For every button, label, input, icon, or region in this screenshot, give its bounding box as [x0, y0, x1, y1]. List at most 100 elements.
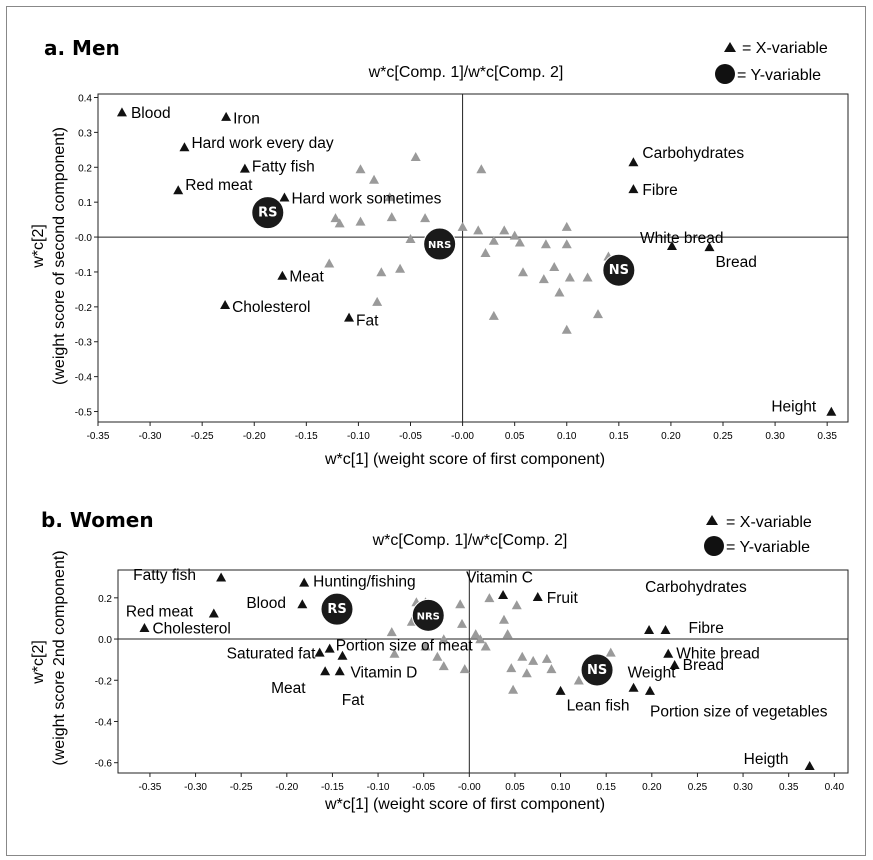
- y-tick-label-men: 0.1: [78, 198, 92, 209]
- x-variable-point-unlabeled: [476, 164, 487, 174]
- x-variable-point: [337, 650, 348, 660]
- x-tick-label-men: -0.30: [139, 431, 162, 442]
- x-variable-point-unlabeled: [420, 213, 431, 223]
- y-tick-label-men: -0.0: [75, 233, 93, 244]
- x-variable-label: Blood: [131, 105, 171, 122]
- x-variable-point: [221, 111, 232, 121]
- x-variable-label: Meat: [289, 268, 324, 285]
- x-variable-point: [297, 599, 308, 609]
- x-variable-point-unlabeled: [573, 675, 584, 685]
- x-variable-point-unlabeled: [561, 221, 572, 231]
- x-variable-point: [314, 647, 325, 657]
- x-variable-label: Fatty fish: [133, 567, 196, 584]
- x-variable-label: Portion size of vegetables: [650, 704, 828, 721]
- x-variable-label: Fatty fish: [252, 158, 315, 175]
- x-tick-label-men: 0.35: [817, 431, 837, 442]
- x-variable-point-unlabeled: [455, 599, 466, 609]
- x-variable-point: [216, 572, 227, 582]
- x-variable-point-unlabeled: [498, 614, 509, 624]
- x-variable-point-unlabeled: [334, 218, 345, 228]
- panel-title-men: a. Men: [44, 36, 120, 60]
- y-variable-label: RS: [327, 602, 346, 617]
- x-variable-point-unlabeled: [528, 655, 539, 665]
- plot-title-women: w*c[Comp. 1]/w*c[Comp. 2]: [372, 532, 568, 549]
- x-variable-point: [804, 761, 815, 771]
- y-tick-label-men: -0.3: [75, 338, 93, 349]
- x-variable-point-unlabeled: [386, 627, 397, 637]
- y-variable-point: [251, 196, 285, 230]
- x-variable-point-unlabeled: [521, 668, 532, 678]
- legend-x-marker-women: [706, 515, 718, 525]
- x-variable-point-unlabeled: [384, 192, 395, 202]
- x-variable-point-unlabeled: [457, 221, 468, 231]
- x-variable-point: [660, 625, 671, 635]
- x-axis-label-women: w*c[1] (weight score of first component): [324, 796, 605, 813]
- x-tick-label-women: 0.05: [505, 782, 525, 793]
- x-variable-label: Saturated fat: [227, 645, 316, 662]
- legend-y-label-women: = Y-variable: [726, 539, 810, 556]
- x-variable-label: Bread: [683, 657, 724, 674]
- x-variable-label: Portion size of meat: [336, 637, 474, 654]
- x-variable-point-unlabeled: [355, 216, 366, 226]
- x-variable-point: [277, 270, 288, 280]
- x-variable-point-unlabeled: [405, 234, 416, 244]
- y-axis-label-women: w*c[2]: [30, 640, 47, 685]
- x-variable-point: [644, 685, 655, 695]
- x-variable-point: [628, 184, 639, 194]
- x-variable-label: White bread: [676, 645, 760, 662]
- x-tick-label-women: -0.35: [139, 782, 162, 793]
- x-variable-point-unlabeled: [355, 164, 366, 174]
- y-tick-label-women: -0.6: [95, 759, 113, 770]
- x-variable-point-unlabeled: [376, 267, 387, 277]
- x-variable-point: [704, 242, 715, 252]
- y-variable-point: [602, 253, 636, 287]
- plot-frame-men: [97, 93, 849, 423]
- x-variable-point-unlabeled: [330, 213, 341, 223]
- x-variable-label: Red meat: [185, 177, 253, 194]
- x-tick-label-men: 0.10: [557, 431, 577, 442]
- x-variable-label: Carbohydrates: [642, 145, 744, 162]
- y-tick-label-women: 0.0: [98, 635, 112, 646]
- x-variable-point-unlabeled: [605, 647, 616, 657]
- x-variable-point-unlabeled: [546, 664, 557, 674]
- x-tick-label-women: 0.35: [779, 782, 799, 793]
- x-variable-point: [220, 300, 231, 310]
- x-tick-label-men: -0.10: [347, 431, 370, 442]
- y-tick-label-women: -0.4: [95, 717, 113, 728]
- y-variable-point: [411, 598, 445, 632]
- x-variable-point-unlabeled: [484, 593, 495, 603]
- x-variable-point: [179, 142, 190, 152]
- x-variable-point-unlabeled: [518, 267, 528, 277]
- legend-y-label-men: = Y-variable: [737, 67, 821, 84]
- x-tick-label-women: -0.20: [275, 782, 298, 793]
- x-tick-label-women: -0.10: [367, 782, 390, 793]
- x-variable-point-unlabeled: [554, 287, 565, 297]
- x-variable-label: Bread: [715, 254, 756, 271]
- x-variable-label: Iron: [233, 111, 260, 128]
- x-tick-label-women: -0.25: [230, 782, 253, 793]
- x-variable-point-unlabeled: [511, 600, 522, 610]
- x-variable-point: [555, 685, 566, 695]
- x-variable-point-unlabeled: [549, 261, 560, 271]
- x-tick-label-men: 0.15: [609, 431, 629, 442]
- x-variable-point: [208, 608, 219, 618]
- x-variable-point-unlabeled: [420, 641, 431, 651]
- y-axis-sublabel-men: (weight score of second component): [51, 127, 68, 385]
- x-variable-point-unlabeled: [538, 274, 549, 284]
- y-tick-label-men: 0.3: [78, 128, 92, 139]
- x-variable-label: Cholesterol: [232, 299, 310, 316]
- legend-x-label-women: = X-variable: [726, 514, 812, 531]
- x-variable-point-unlabeled: [541, 653, 552, 663]
- x-variable-point-unlabeled: [499, 225, 510, 235]
- x-variable-label: Fruit: [547, 590, 579, 607]
- x-variable-point-unlabeled: [473, 225, 484, 235]
- legend-y-marker-men: [715, 64, 735, 84]
- x-variable-label: Hard work sometimes: [291, 190, 441, 207]
- legend-women: = X-variable = Y-variable: [704, 514, 812, 556]
- x-variable-point-unlabeled: [386, 212, 397, 222]
- x-variable-point-unlabeled: [372, 296, 383, 306]
- x-variable-point-unlabeled: [540, 239, 551, 249]
- x-variable-point-unlabeled: [389, 648, 400, 658]
- x-variable-point-unlabeled: [438, 634, 449, 644]
